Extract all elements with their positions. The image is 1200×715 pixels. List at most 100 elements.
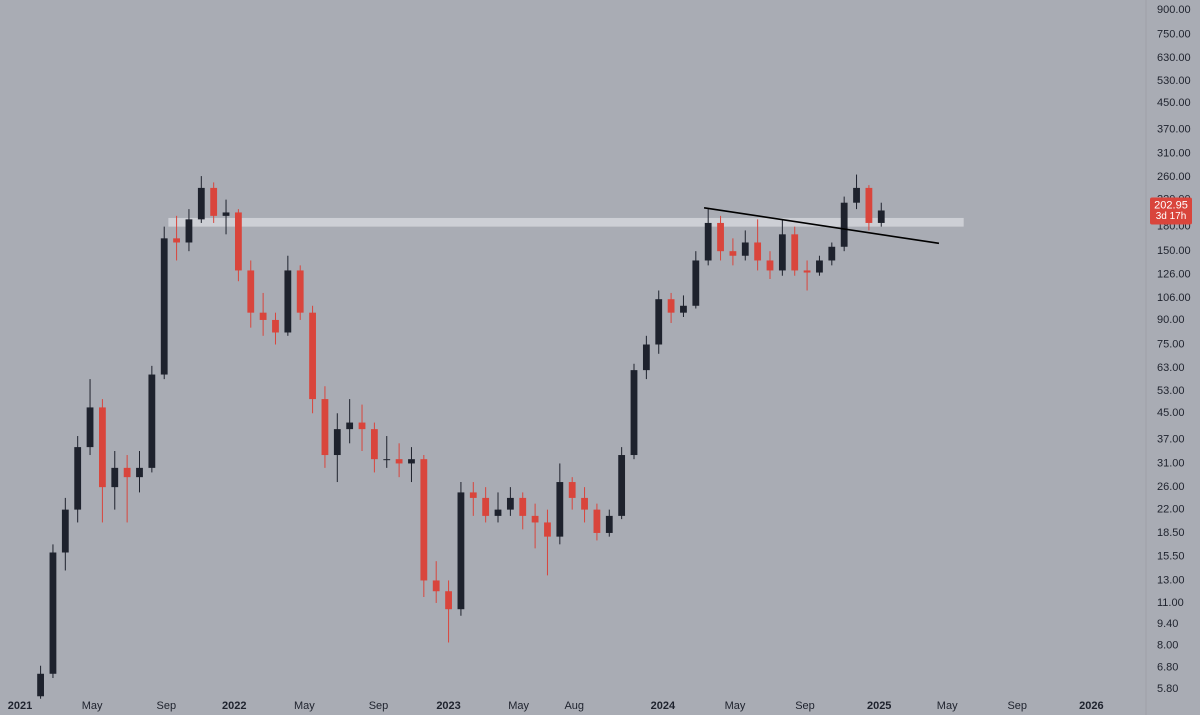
trendline [703,207,940,245]
candle-body [74,447,82,510]
candle-body [494,509,502,516]
candle-body [222,212,230,216]
candle-body [729,251,737,256]
y-tick-label: 13.00 [1157,574,1185,586]
candle-body [259,312,267,320]
x-tick-label: 2021 [8,700,32,712]
y-tick-label: 126.00 [1157,269,1191,281]
candle-body [247,270,255,313]
y-tick-label: 5.80 [1157,683,1178,695]
candle-body [593,509,601,533]
y-tick-label: 150.00 [1157,245,1191,257]
candle-body [49,552,57,674]
candle-body [160,238,168,375]
y-tick-label: 530.00 [1157,75,1191,87]
candle-body [61,509,69,553]
candle-body [457,492,465,610]
y-tick-label: 75.00 [1157,338,1185,350]
candle-body [840,202,848,247]
candle-body [445,591,452,610]
candle-body [692,260,700,306]
candle-body [395,459,403,464]
candle-body [383,459,391,461]
y-tick-label: 22.00 [1157,504,1185,516]
candle-body [284,270,292,333]
candle-body [173,238,180,243]
candle-body [741,242,749,256]
y-tick-label: 900.00 [1157,4,1191,16]
y-tick-label: 750.00 [1157,28,1191,40]
candle-body [111,467,119,488]
candle-body [568,482,576,498]
candle-body [531,515,539,523]
y-tick-label: 31.00 [1157,457,1185,469]
y-tick-label: 18.50 [1157,527,1185,539]
candle-body [148,374,156,468]
candle-body [99,407,106,488]
candle-body [680,305,687,313]
x-tick-label: 2023 [436,700,460,712]
candle-body [469,492,477,498]
candle-body [519,497,527,516]
price-label: 202.95 [1154,199,1188,211]
candle-body [358,422,366,430]
y-tick-label: 6.80 [1157,662,1178,674]
y-tick-label: 106.00 [1157,292,1191,304]
candle-body [432,580,440,592]
candle-body [333,429,341,456]
candle-body [754,242,762,261]
y-tick-label: 63.00 [1157,362,1185,374]
candle-body [704,222,712,261]
candle-body [482,497,490,516]
candle-body [185,219,193,243]
y-tick-label: 370.00 [1157,124,1191,136]
x-tick-label: May [937,700,958,712]
price-label-box [1150,197,1192,225]
candle-body [296,270,304,313]
x-tick-label: 2022 [222,700,246,712]
y-tick-label: 9.40 [1157,618,1178,630]
candle-body [370,429,378,460]
x-tick-label: May [82,700,103,712]
candle-body [420,459,428,581]
candle-body [506,497,514,510]
candle-body [865,187,873,223]
y-tick-label: 450.00 [1157,97,1191,109]
x-tick-label: 2026 [1079,700,1103,712]
candle-body [605,515,613,533]
y-tick-label: 630.00 [1157,52,1191,64]
x-tick-label: Sep [369,700,389,712]
y-tick-label: 90.00 [1157,314,1185,326]
candle-body [136,467,143,478]
candle-body [778,234,786,271]
x-tick-label: Sep [156,700,176,712]
candle-body [346,422,354,430]
y-tick-label: 11.00 [1157,597,1184,609]
candle-body [86,407,94,448]
candle-body [123,467,131,478]
countdown: 3d 17h [1156,211,1187,222]
candle-body [618,455,626,516]
y-tick-label: 53.00 [1157,385,1185,397]
x-tick-label: May [725,700,746,712]
y-tick-label: 8.00 [1157,640,1178,652]
candle-body [766,260,774,271]
candle-body [197,187,205,220]
x-tick-label: May [508,700,529,712]
candle-body [210,187,218,216]
y-tick-label: 310.00 [1157,147,1191,159]
candle-body [408,459,415,464]
candle-body [816,260,823,273]
x-tick-label: May [294,700,315,712]
candle-body [234,212,242,271]
candle-body [321,399,329,456]
x-tick-label: 2025 [867,700,891,712]
x-tick-label: Sep [1007,700,1027,712]
candle-body [272,319,279,333]
y-tick-label: 26.00 [1157,481,1185,493]
candle-body [544,522,551,537]
candle-body [667,299,675,313]
zone [168,217,964,227]
candle-body [581,497,588,510]
